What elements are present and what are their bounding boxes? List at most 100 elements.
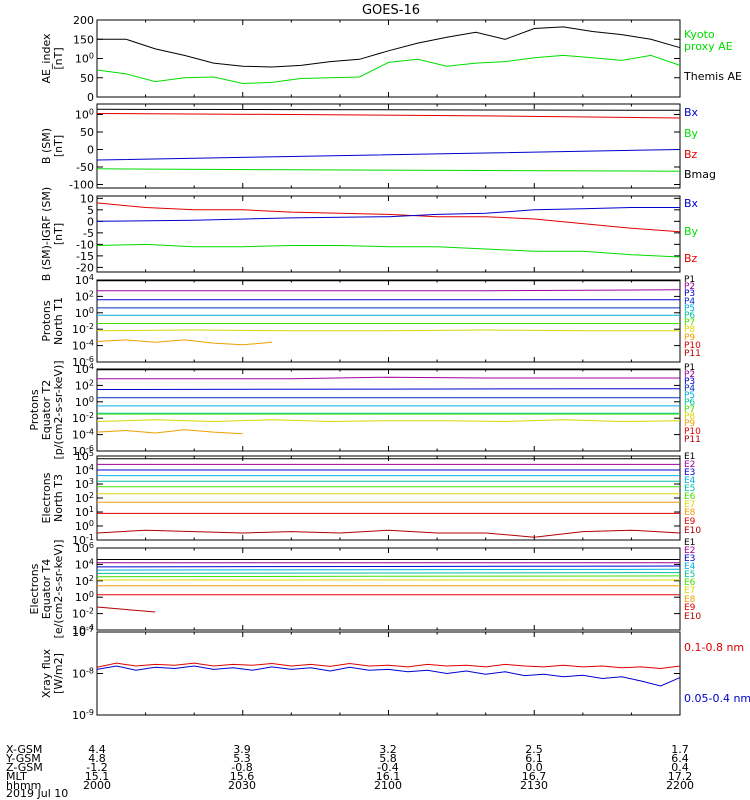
y-tick-label: 0 <box>87 91 94 104</box>
y-tick-label: 106 <box>75 541 94 555</box>
y-tick-label: 0 <box>87 215 94 228</box>
x-axis-value: 3.2 <box>379 743 397 756</box>
series-line-p3 <box>96 388 681 390</box>
legend-entry: E7 <box>684 586 695 596</box>
legend-entry: P1 <box>684 275 695 285</box>
y-axis-title: Protons <box>40 300 53 341</box>
y-tick-label: 10-9 <box>72 708 94 722</box>
series-line-e3 <box>96 565 681 568</box>
legend-entry: P5 <box>684 391 695 401</box>
y-tick-label: 101 <box>75 505 94 519</box>
x-axis-row-label: Z-GSM <box>6 761 43 774</box>
x-axis-row-label: MLT <box>6 770 27 783</box>
series-line-themis-ae <box>97 26 681 68</box>
y-axis-title: Protons <box>28 389 41 430</box>
y-tick-label: -20 <box>76 261 94 274</box>
y-tick-label: 10-7 <box>72 625 94 639</box>
series-line-by <box>96 243 681 258</box>
legend-entry: E4 <box>684 476 696 486</box>
legend-entry: E2 <box>684 546 695 556</box>
y-axis-title: Equator T2 <box>40 380 53 440</box>
legend-entry: E4 <box>684 562 696 572</box>
x-axis-value: 4.8 <box>88 752 106 765</box>
legend-entry: P4 <box>684 384 695 394</box>
series-line-bz <box>96 202 681 233</box>
legend-entry: P6 <box>684 311 695 321</box>
legend-entry: Themis AE <box>683 70 742 83</box>
legend-entry: E2 <box>684 460 695 470</box>
plot-title: GOES-16 <box>362 3 420 18</box>
x-axis-value: 0.0 <box>525 761 543 774</box>
legend-entry: Kyoto <box>684 28 715 41</box>
x-axis-value: 16.7 <box>522 770 547 783</box>
series-line-e10 <box>96 529 681 538</box>
series-line-e6 <box>96 575 681 578</box>
x-axis-value: 3.9 <box>233 743 251 756</box>
y-tick-label: 0 <box>87 144 94 157</box>
legend-entry: E7 <box>684 500 695 510</box>
legend-entry: E8 <box>684 595 696 605</box>
y-tick-label: 100 <box>75 52 94 66</box>
x-axis-row-label: Y-GSM <box>5 752 41 765</box>
y-tick-label: 100 <box>75 395 94 409</box>
x-axis-value: 1.7 <box>671 743 689 756</box>
legend-entry: E10 <box>684 526 701 536</box>
legend-entry: P7 <box>684 405 695 415</box>
legend-entry: P8 <box>684 412 695 422</box>
x-axis-value: 15.1 <box>85 770 110 783</box>
legend-entry: P7 <box>684 318 695 328</box>
legend-entry: E9 <box>684 517 696 527</box>
y-axis-title: Electrons <box>40 472 53 523</box>
legend-entry: P1 <box>684 363 695 373</box>
x-axis-value: 16.1 <box>376 770 401 783</box>
x-axis-table: X-GSM 4.4 3.9 3.2 2.5 1.7 Y-GSM 4.8 5.3 5.8 6.1 6.4… <box>5 743 694 792</box>
legend-entry: E3 <box>684 468 695 478</box>
y-tick-label: 104 <box>75 273 94 287</box>
legend-entry: E1 <box>684 452 695 462</box>
legend-entry: By <box>684 127 699 140</box>
x-axis-value: 15.6 <box>230 770 255 783</box>
series-line-p8 <box>96 419 681 423</box>
date-label: 2019 Jul 10 <box>6 787 68 800</box>
panel-frame <box>96 195 681 273</box>
series-line-0-05-0-4-nm <box>96 665 681 687</box>
series-line-e5 <box>96 572 681 574</box>
x-axis-value: 6.4 <box>671 752 689 765</box>
x-axis-value: 2100 <box>374 779 402 792</box>
x-axis-value: 5.3 <box>233 752 251 765</box>
y-tick-label: 104 <box>75 362 94 376</box>
legend-entry: E5 <box>684 484 695 494</box>
x-axis-row-label: hhmm <box>6 779 41 792</box>
y-axis-title: Equator T4 <box>40 559 53 619</box>
y-tick-label: 102 <box>75 289 94 303</box>
y-axis-title: [nT] <box>52 135 65 157</box>
legend-entry: Bmag <box>684 168 716 181</box>
y-axis-title: AE_index <box>40 33 53 84</box>
legend-entry: E3 <box>684 554 695 564</box>
legend-entry: By <box>684 225 699 238</box>
x-axis-value: -0.4 <box>377 761 398 774</box>
legend-entry: E5 <box>684 570 695 580</box>
y-tick-label: 100 <box>75 590 94 604</box>
y-tick-label: 105 <box>75 449 94 463</box>
y-tick-label: -50 <box>76 161 94 174</box>
x-axis-value: 6.1 <box>525 752 543 765</box>
panel-frame <box>96 547 681 631</box>
y-axis-title: B (SM) <box>40 128 53 164</box>
y-tick-label: 10-2 <box>72 411 94 425</box>
y-tick-label: 10-8 <box>72 667 94 681</box>
y-tick-label: 150 <box>73 33 94 46</box>
legend-entry: E9 <box>684 603 696 613</box>
y-tick-label: 10-4 <box>72 428 94 442</box>
legend-entry: E6 <box>684 492 696 502</box>
y-tick-label: -10 <box>76 238 94 251</box>
series-line-by <box>96 168 681 172</box>
legend-entry: P9 <box>684 333 695 343</box>
legend-entry: E1 <box>684 538 695 548</box>
y-axis-title: Electrons <box>28 563 41 614</box>
